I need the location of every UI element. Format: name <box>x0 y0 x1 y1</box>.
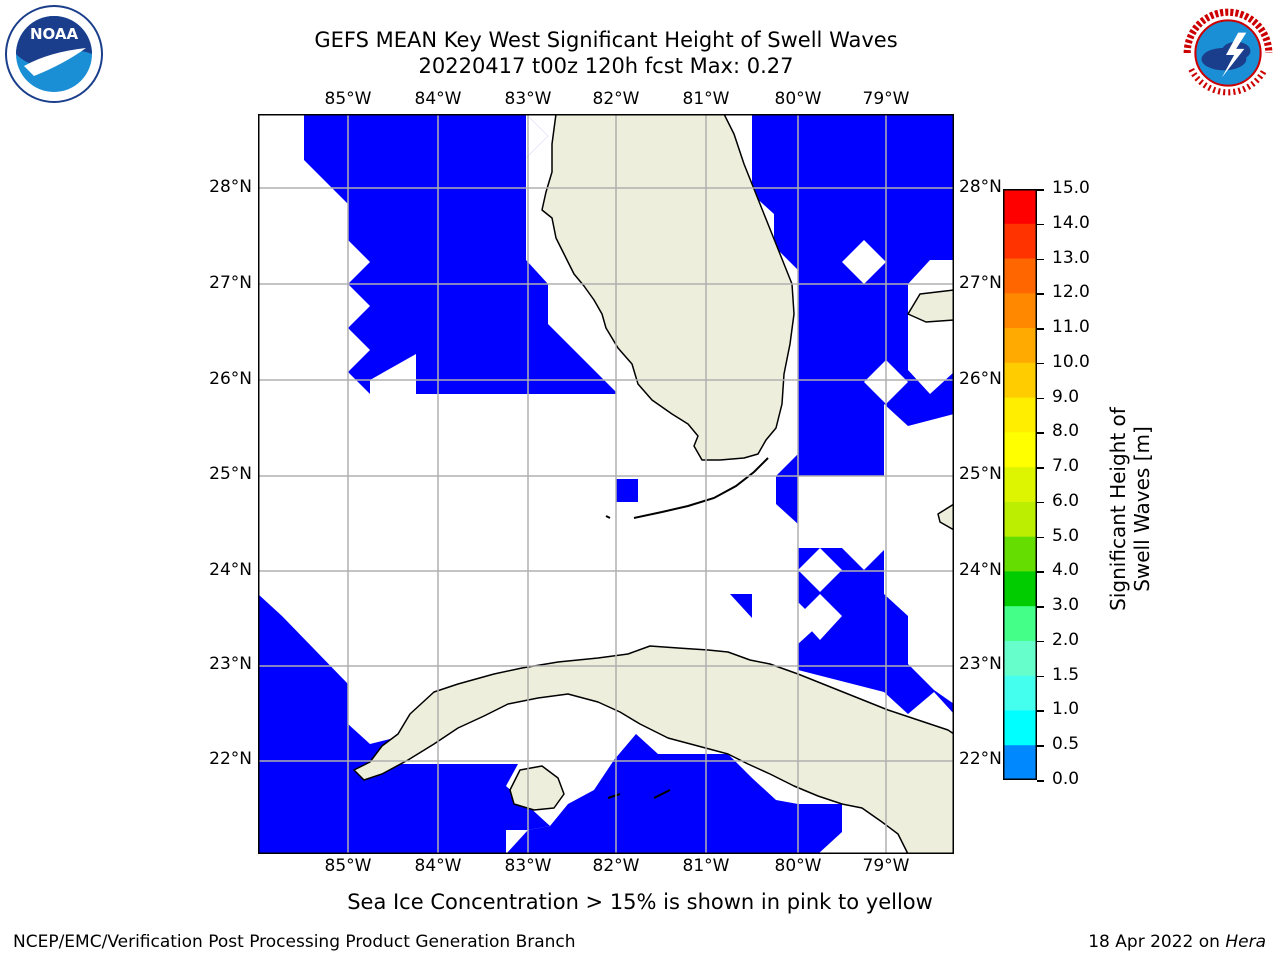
colorbar-tick-label: 0.5 <box>1052 734 1080 755</box>
colorbar-tick-label: 13.0 <box>1052 247 1090 268</box>
lon-label-top: 84°W <box>414 89 462 109</box>
lat-label-left: 25°N <box>209 464 252 484</box>
colorbar-tick-label: 8.0 <box>1052 421 1080 442</box>
colorbar-tick <box>1037 745 1044 747</box>
colorbar-segment <box>1003 745 1037 780</box>
colorbar-segment <box>1003 432 1037 468</box>
colorbar-tick-label: 10.0 <box>1052 351 1090 372</box>
lon-label-bottom: 85°W <box>324 856 372 876</box>
colorbar-tick <box>1037 258 1044 261</box>
colorbar-segment <box>1003 362 1037 399</box>
colorbar-tick-label: 1.5 <box>1052 664 1080 685</box>
colorbar-tick-label: 9.0 <box>1052 386 1080 407</box>
colorbar-tick <box>1037 189 1044 191</box>
colorbar-tick <box>1037 293 1044 295</box>
colorbar-segment <box>1003 467 1037 503</box>
nws-logo <box>1179 4 1277 102</box>
lon-label-bottom: 82°W <box>592 856 640 876</box>
colorbar-title: Significant Height of Swell Waves [m] <box>1106 407 1154 611</box>
lat-label-left: 27°N <box>209 273 252 293</box>
colorbar-tick-label: 0.0 <box>1052 769 1080 789</box>
colorbar-tick <box>1037 223 1044 226</box>
colorbar-segment <box>1003 640 1037 677</box>
colorbar-segment <box>1003 675 1037 711</box>
lat-label-right: 26°N <box>959 369 1002 389</box>
footer-date-text: 18 Apr 2022 on <box>1088 932 1226 952</box>
colorbar-segment <box>1003 501 1037 538</box>
colorbar-tick <box>1037 397 1044 400</box>
colorbar-tick <box>1037 362 1044 365</box>
lat-label-right: 28°N <box>959 177 1002 197</box>
lat-label-right: 27°N <box>959 273 1002 293</box>
lat-label-left: 26°N <box>209 369 252 389</box>
lon-label-bottom: 83°W <box>504 856 552 876</box>
colorbar-tick-label: 4.0 <box>1052 560 1080 581</box>
map-panel <box>258 114 954 854</box>
footer-credit: NCEP/EMC/Verification Post Processing Pr… <box>13 932 576 952</box>
colorbar-tick-label: 3.0 <box>1052 595 1080 616</box>
lon-label-top: 85°W <box>324 89 372 109</box>
lon-label-bottom: 81°W <box>682 856 730 876</box>
lat-label-right: 23°N <box>959 654 1002 674</box>
colorbar-segment <box>1003 293 1037 329</box>
footer-machine: Hera <box>1225 932 1266 952</box>
colorbar-tick-label: 11.0 <box>1052 317 1090 338</box>
colorbar-segment <box>1003 258 1037 294</box>
lon-label-top: 81°W <box>682 89 730 109</box>
colorbar-tick <box>1037 606 1044 608</box>
lat-label-right: 22°N <box>959 749 1002 769</box>
lon-label-bottom: 80°W <box>774 856 822 876</box>
lat-label-left: 28°N <box>209 177 252 197</box>
colorbar-tick <box>1037 501 1044 504</box>
noaa-logo: NOAA <box>5 5 103 103</box>
colorbar-tick-label: 15.0 <box>1052 178 1090 198</box>
swell-field <box>258 114 638 502</box>
sea-ice-note: Sea Ice Concentration > 15% is shown in … <box>347 890 933 914</box>
colorbar-tick-label: 1.0 <box>1052 699 1080 720</box>
colorbar-tick-label: 14.0 <box>1052 212 1090 233</box>
colorbar-tick <box>1037 536 1044 539</box>
colorbar-tick-label: 12.0 <box>1052 282 1090 303</box>
lat-label-left: 23°N <box>209 654 252 674</box>
colorbar-tick <box>1037 710 1044 712</box>
lon-label-top: 80°W <box>774 89 822 109</box>
colorbar-segment <box>1003 189 1037 225</box>
lon-label-bottom: 84°W <box>414 856 462 876</box>
colorbar-tick <box>1037 640 1044 643</box>
colorbar-tick <box>1037 432 1044 434</box>
colorbar-segment <box>1003 536 1037 572</box>
colorbar-tick <box>1037 675 1044 678</box>
colorbar-tick <box>1037 571 1044 573</box>
colorbar-tick <box>1037 467 1044 469</box>
lat-label-right: 25°N <box>959 464 1002 484</box>
colorbar-segment <box>1003 328 1037 364</box>
colorbar <box>1003 189 1037 780</box>
colorbar-segment <box>1003 710 1037 746</box>
colorbar-tick-label: 5.0 <box>1052 525 1080 546</box>
chart-title: GEFS MEAN Key West Significant Height of… <box>314 28 898 52</box>
colorbar-tick-label: 6.0 <box>1052 490 1080 511</box>
colorbar-tick-label: 7.0 <box>1052 456 1080 477</box>
lat-label-right: 24°N <box>959 560 1002 580</box>
colorbar-segment <box>1003 606 1037 642</box>
lon-label-top: 82°W <box>592 89 640 109</box>
colorbar-tick <box>1037 328 1044 330</box>
svg-text:NOAA: NOAA <box>30 25 79 43</box>
colorbar-segment <box>1003 223 1037 260</box>
colorbar-segment <box>1003 397 1037 433</box>
lon-label-top: 83°W <box>504 89 552 109</box>
colorbar-segment <box>1003 571 1037 607</box>
chart-subtitle: 20220417 t00z 120h fcst Max: 0.27 <box>418 54 794 78</box>
footer-date: 18 Apr 2022 on Hera <box>1088 932 1266 952</box>
grid <box>258 114 954 854</box>
lon-label-top: 79°W <box>862 89 910 109</box>
lat-label-left: 24°N <box>209 560 252 580</box>
colorbar-tick <box>1037 780 1044 782</box>
lat-label-left: 22°N <box>209 749 252 769</box>
lon-label-bottom: 79°W <box>862 856 910 876</box>
colorbar-tick-label: 2.0 <box>1052 629 1080 650</box>
